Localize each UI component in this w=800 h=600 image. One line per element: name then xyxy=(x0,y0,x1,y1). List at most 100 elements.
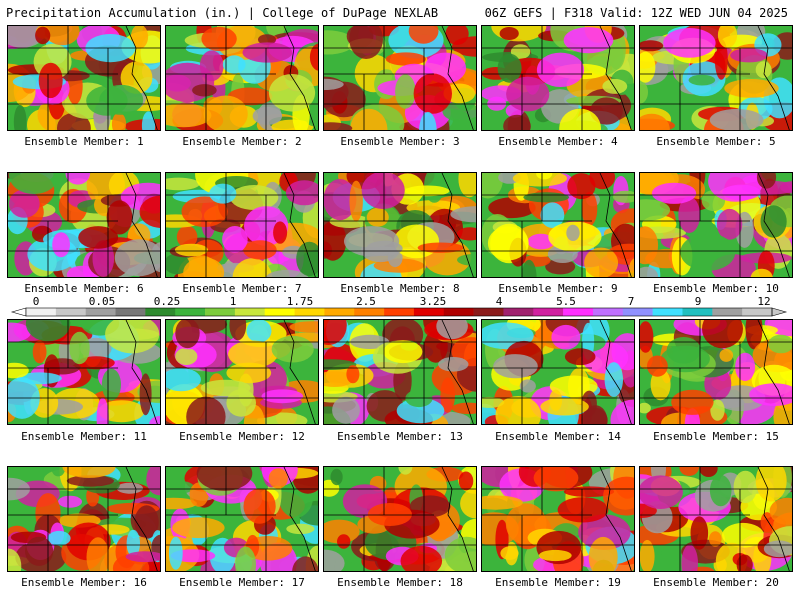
panel-label-14: Ensemble Member: 14 xyxy=(495,430,621,443)
colorbar-swatch xyxy=(85,308,116,316)
colorbar-swatch xyxy=(26,308,57,316)
ensemble-panel-4 xyxy=(481,25,635,131)
ensemble-panel-15 xyxy=(639,319,793,425)
precip-map-16 xyxy=(8,467,160,571)
precip-map-10 xyxy=(640,173,792,277)
colorbar-swatch xyxy=(592,308,624,316)
precip-map-19 xyxy=(482,467,634,571)
precip-map-9 xyxy=(482,173,634,277)
ensemble-panel-3 xyxy=(323,25,477,131)
panel-label-8: Ensemble Member: 8 xyxy=(340,282,460,295)
colorbar-swatch xyxy=(533,308,564,316)
precip-map-6 xyxy=(8,173,160,277)
precip-map-11 xyxy=(8,320,160,424)
colorbar-swatch xyxy=(652,308,683,316)
ensemble-panel-5 xyxy=(639,25,793,131)
panel-label-3: Ensemble Member: 3 xyxy=(340,135,460,148)
panel-label-11: Ensemble Member: 11 xyxy=(21,430,147,443)
colorbar-right-arrow xyxy=(771,307,788,317)
colorbar-swatch xyxy=(175,308,206,316)
precip-map-13 xyxy=(324,320,476,424)
colorbar-tick-label: 7 xyxy=(627,295,635,308)
colorbar-swatch xyxy=(145,308,176,316)
precip-map-20 xyxy=(640,467,792,571)
ensemble-panel-1 xyxy=(7,25,161,131)
ensemble-panel-6 xyxy=(7,172,161,278)
ensemble-panel-10 xyxy=(639,172,793,278)
colorbar-swatch xyxy=(443,308,474,316)
panel-label-4: Ensemble Member: 4 xyxy=(498,135,618,148)
colorbar-tick-label: 4 xyxy=(495,295,503,308)
colorbar-tick-label: 5.5 xyxy=(556,295,576,308)
colorbar-swatch xyxy=(115,308,146,316)
precip-map-18 xyxy=(324,467,476,571)
panel-label-16: Ensemble Member: 16 xyxy=(21,576,147,589)
precip-map-3 xyxy=(324,26,476,130)
precip-map-15 xyxy=(640,320,792,424)
precip-map-12 xyxy=(166,320,318,424)
ensemble-panel-13 xyxy=(323,319,477,425)
ensemble-panel-11 xyxy=(7,319,161,425)
colorbar: 0 0.05 0.25 1 1.75 2.5 3.25 4 5.5 7 9 12 xyxy=(0,295,800,317)
precip-map-2 xyxy=(166,26,318,130)
colorbar-swatch xyxy=(682,308,713,316)
colorbar-tick-label: 9 xyxy=(694,295,702,308)
ensemble-panel-19 xyxy=(481,466,635,572)
panel-label-20: Ensemble Member: 20 xyxy=(653,576,779,589)
colorbar-scale xyxy=(10,307,788,317)
colorbar-tick-label: 2.5 xyxy=(356,295,376,308)
panel-label-7: Ensemble Member: 7 xyxy=(182,282,302,295)
ensemble-panel-18 xyxy=(323,466,477,572)
ensemble-panel-2 xyxy=(165,25,319,131)
panel-label-5: Ensemble Member: 5 xyxy=(656,135,776,148)
colorbar-tick-label: 1.75 xyxy=(286,295,314,308)
colorbar-tick-label: 3.25 xyxy=(419,295,447,308)
colorbar-swatch xyxy=(264,308,295,316)
panel-label-13: Ensemble Member: 13 xyxy=(337,430,463,443)
panel-label-9: Ensemble Member: 9 xyxy=(498,282,618,295)
colorbar-tick-label: 0 xyxy=(32,295,40,308)
panel-label-12: Ensemble Member: 12 xyxy=(179,430,305,443)
precip-map-4 xyxy=(482,26,634,130)
colorbar-swatch xyxy=(712,308,743,316)
colorbar-swatch xyxy=(324,308,355,316)
colorbar-left-arrow xyxy=(10,307,27,317)
panel-label-18: Ensemble Member: 18 xyxy=(337,576,463,589)
ensemble-panel-7 xyxy=(165,172,319,278)
ensemble-panel-20 xyxy=(639,466,793,572)
panel-label-2: Ensemble Member: 2 xyxy=(182,135,302,148)
ensemble-panel-16 xyxy=(7,466,161,572)
precip-map-1 xyxy=(8,26,160,130)
model-run-info: 06Z GEFS | F318 Valid: 12Z WED JUN 04 20… xyxy=(484,6,788,20)
colorbar-tick-label: 1 xyxy=(229,295,237,308)
colorbar-tick-label: 0.05 xyxy=(88,295,116,308)
panel-label-15: Ensemble Member: 15 xyxy=(653,430,779,443)
panel-label-10: Ensemble Member: 10 xyxy=(653,282,779,295)
precip-map-17 xyxy=(166,467,318,571)
colorbar-swatch xyxy=(473,308,504,316)
ensemble-panel-12 xyxy=(165,319,319,425)
panel-label-6: Ensemble Member: 6 xyxy=(24,282,144,295)
ensemble-panel-8 xyxy=(323,172,477,278)
colorbar-swatch xyxy=(622,308,653,316)
colorbar-tick-label: 0.25 xyxy=(153,295,181,308)
ensemble-panel-17 xyxy=(165,466,319,572)
precip-map-14 xyxy=(482,320,634,424)
colorbar-swatch xyxy=(384,308,415,316)
ensemble-panel-9 xyxy=(481,172,635,278)
panel-label-1: Ensemble Member: 1 xyxy=(24,135,144,148)
colorbar-swatch xyxy=(742,308,773,316)
colorbar-swatch xyxy=(205,308,236,316)
colorbar-swatch xyxy=(563,308,594,316)
precip-map-8 xyxy=(324,173,476,277)
panel-label-19: Ensemble Member: 19 xyxy=(495,576,621,589)
panel-label-17: Ensemble Member: 17 xyxy=(179,576,305,589)
colorbar-tick-label: 12 xyxy=(757,295,771,308)
colorbar-swatch xyxy=(354,308,385,316)
colorbar-swatch xyxy=(294,308,325,316)
colorbar-swatch xyxy=(413,308,445,316)
colorbar-swatch xyxy=(503,308,534,316)
precip-map-7 xyxy=(166,173,318,277)
ensemble-panel-14 xyxy=(481,319,635,425)
precip-map-5 xyxy=(640,26,792,130)
